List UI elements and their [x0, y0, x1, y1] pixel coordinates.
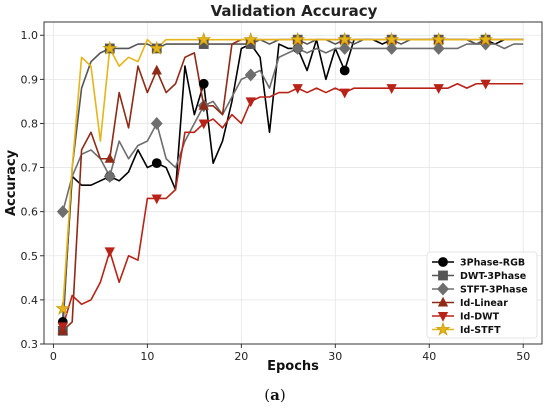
x-axis-label: Epochs	[267, 359, 319, 374]
x-tick-label: 30	[328, 350, 342, 363]
x-tick-label: 20	[234, 350, 248, 363]
legend-label-id-stft: Id-STFT	[460, 325, 501, 336]
data-point-id-dwt	[386, 84, 397, 94]
series-line-id-dwt	[62, 82, 524, 327]
x-tick-label: 40	[422, 350, 436, 363]
series-line-stft-3phase	[62, 43, 524, 212]
legend-label-stft-3phase: STFT-3Phase	[460, 285, 528, 296]
data-point-stft-3phase	[150, 117, 163, 130]
data-point-id-stft	[431, 31, 447, 46]
data-point-stft-3phase	[103, 169, 116, 183]
data-point-stft-3phase	[291, 42, 304, 55]
y-axis-label: Accuracy	[4, 149, 19, 216]
data-point-stft-3phase	[385, 42, 398, 55]
caption-open: (	[264, 386, 270, 404]
legend-label-dwt-3phase: DWT-3Phase	[460, 271, 526, 282]
y-tick-label: 0.6	[21, 206, 39, 219]
data-point-id-dwt	[57, 322, 68, 333]
data-point-3phase-rgb	[151, 158, 162, 169]
caption-close: )	[280, 386, 286, 404]
y-tick-label: 0.3	[21, 338, 39, 351]
data-point-id-stft	[478, 31, 494, 46]
data-point-id-dwt	[480, 79, 491, 90]
data-point-id-dwt	[339, 88, 350, 99]
x-tick-label: 10	[140, 350, 154, 363]
data-point-id-dwt	[104, 247, 115, 258]
figure-caption: (a)	[264, 386, 285, 404]
x-tick-label: 50	[516, 350, 530, 363]
x-tick-label: 0	[50, 350, 57, 363]
y-tick-label: 0.8	[21, 117, 39, 130]
legend-marker-id-stft	[435, 321, 451, 336]
legend: 3Phase-RGB DWT-3Phase STFT-3Phase Id-Linear…	[426, 251, 538, 339]
data-point-id-stft	[102, 40, 118, 55]
legend-label-id-dwt: Id-DWT	[460, 312, 500, 323]
plot-frame	[43, 21, 543, 345]
data-point-id-dwt	[198, 119, 209, 130]
data-point-3phase-rgb	[339, 65, 350, 76]
data-point-id-linear	[198, 99, 209, 110]
legend-label-3phase-rgb: 3Phase-RGB	[460, 258, 525, 269]
data-point-stft-3phase	[56, 205, 69, 219]
data-point-id-stft	[337, 31, 353, 46]
data-point-id-dwt	[292, 84, 303, 94]
legend-marker-id-dwt	[437, 311, 449, 322]
legend-marker-id-linear	[437, 296, 449, 307]
y-tick-label: 1.0	[21, 29, 39, 42]
data-point-id-dwt	[245, 97, 256, 108]
caption-letter: a	[270, 386, 280, 404]
legend-label-id-linear: Id-Linear	[460, 298, 508, 309]
legend-marker-stft-3phase	[437, 282, 449, 296]
data-point-id-linear	[104, 152, 115, 163]
data-point-id-dwt	[433, 84, 444, 94]
y-tick-label: 0.5	[21, 250, 39, 263]
data-point-id-stft	[384, 31, 400, 46]
data-point-stft-3phase	[432, 42, 445, 55]
data-point-id-stft	[149, 40, 165, 55]
legend-marker-dwt-3phase	[438, 270, 448, 281]
data-point-3phase-rgb	[198, 78, 209, 89]
y-tick-label: 0.9	[21, 73, 39, 86]
data-point-id-stft	[55, 300, 71, 316]
data-point-id-dwt	[151, 194, 162, 205]
data-point-id-stft	[243, 31, 259, 46]
y-tick-label: 0.4	[21, 294, 39, 307]
legend-marker-3phase-rgb	[438, 257, 448, 267]
legend-box	[426, 251, 538, 339]
chart-title: Validation Accuracy	[211, 2, 378, 20]
x-axis-ticks: 0 10 20 30 40 50	[50, 344, 530, 363]
y-tick-label: 0.7	[21, 162, 39, 175]
data-point-stft-3phase	[338, 42, 351, 55]
data-point-id-stft	[196, 31, 212, 46]
data-point-id-stft	[290, 31, 306, 46]
y-axis-ticks: 0.3 0.4 0.5 0.6 0.7 0.8 0.9 1.0	[21, 29, 44, 351]
series-markers	[55, 31, 494, 336]
data-point-stft-3phase	[244, 68, 257, 82]
data-point-id-linear	[151, 64, 162, 75]
